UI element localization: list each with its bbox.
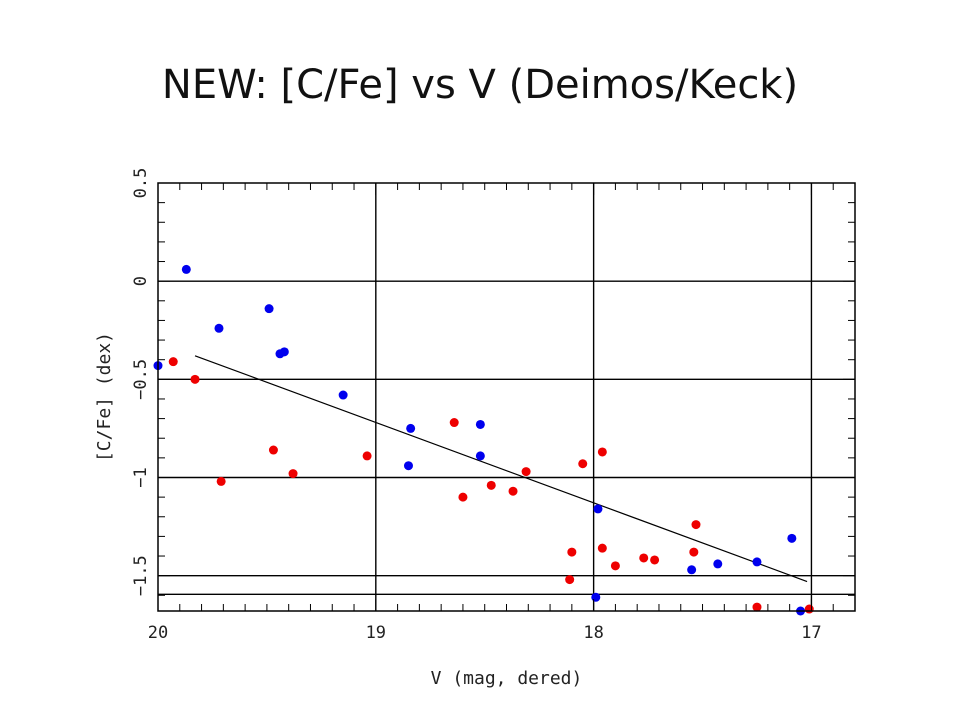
data-point [597, 447, 607, 457]
slide-title: NEW: [C/Fe] vs V (Deimos/Keck) [161, 62, 799, 108]
data-point [687, 565, 697, 575]
data-point [610, 561, 620, 571]
data-point [288, 469, 298, 479]
data-points [153, 264, 814, 616]
data-point [338, 390, 348, 400]
plot-frame [157, 182, 856, 612]
grid-lines [158, 183, 855, 611]
data-point [403, 461, 413, 471]
data-point [787, 533, 797, 543]
data-point [593, 504, 603, 514]
data-point [578, 459, 588, 469]
data-point [567, 547, 577, 557]
y-axis-label: [C/Fe] (dex) [94, 332, 115, 462]
data-point [475, 419, 485, 429]
data-point [168, 357, 178, 367]
data-point [190, 374, 200, 384]
data-point [486, 480, 496, 490]
data-point [279, 347, 289, 357]
tick-labels: 20 19 18 17 0.5 0 −0.5 −1 −1.5 [131, 168, 822, 643]
y-tick-label: −1.5 [131, 555, 151, 596]
tick-marks [157, 182, 855, 611]
data-point [650, 555, 660, 565]
data-point [691, 520, 701, 530]
data-point [597, 543, 607, 553]
data-point [689, 547, 699, 557]
x-tick-label: 18 [583, 623, 603, 643]
data-point [458, 492, 468, 502]
data-point [752, 557, 762, 567]
data-point [804, 604, 814, 614]
data-point [475, 451, 485, 461]
x-tick-label: 20 [148, 623, 168, 643]
fit-line-layer [194, 355, 808, 583]
fit-line [194, 355, 808, 583]
y-tick-label: 0 [131, 276, 151, 286]
data-point [362, 451, 372, 461]
y-tick-label: −0.5 [131, 359, 151, 400]
data-point [639, 553, 649, 563]
y-tick-label: 0.5 [131, 168, 151, 199]
data-point [713, 559, 723, 569]
data-point [214, 323, 224, 333]
x-tick-label: 17 [801, 623, 821, 643]
y-tick-label: −1 [131, 467, 151, 487]
data-point [508, 486, 518, 496]
data-point [406, 423, 416, 433]
data-point [268, 445, 278, 455]
x-tick-label: 19 [366, 623, 386, 643]
data-point [591, 592, 601, 602]
data-point [216, 476, 226, 486]
data-point [565, 575, 575, 585]
x-axis-label: V (mag, dered) [431, 668, 583, 689]
data-point [752, 602, 762, 612]
data-point [264, 304, 274, 314]
data-point [521, 467, 531, 477]
data-point [449, 418, 459, 428]
data-point [181, 264, 191, 274]
